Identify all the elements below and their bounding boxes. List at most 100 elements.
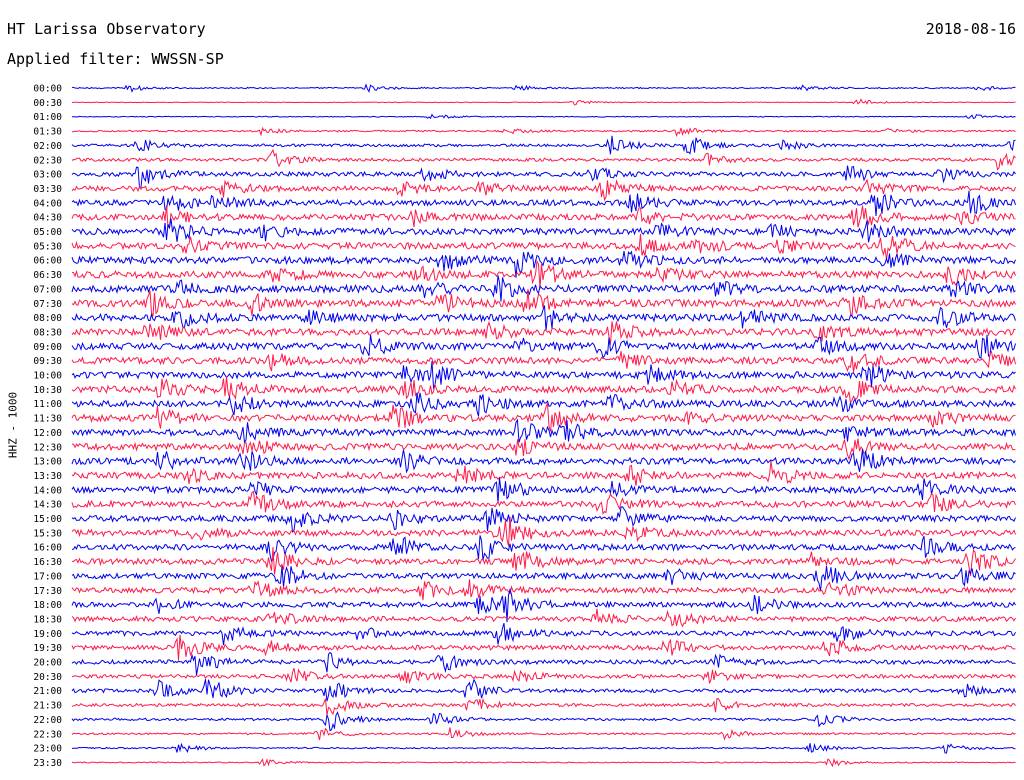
trace-1330 (71, 460, 1016, 486)
time-tick-label: 10:30 (33, 385, 62, 396)
trace-1100 (71, 392, 1016, 417)
trace-0330 (71, 178, 1016, 202)
time-tick-label: 20:30 (33, 672, 62, 683)
trace-1230 (71, 438, 1016, 461)
time-tick-label: 18:00 (33, 600, 62, 611)
time-tick-label: 01:30 (33, 127, 62, 138)
trace-0400 (71, 190, 1016, 216)
time-tick-label: 17:30 (33, 586, 62, 597)
time-tick-label: 10:00 (33, 371, 62, 382)
time-tick-label: 23:30 (33, 758, 62, 769)
time-tick-label: 04:30 (33, 213, 62, 224)
trace-1600 (71, 535, 1016, 563)
time-tick-label: 22:30 (33, 729, 62, 740)
trace-1930 (71, 634, 1016, 661)
time-tick-label: 13:00 (33, 457, 62, 468)
trace-0230 (71, 148, 1016, 171)
time-tick-label: 06:30 (33, 270, 62, 281)
trace-0030 (72, 98, 1016, 106)
time-tick-label: 08:30 (33, 327, 62, 338)
trace-0930 (71, 350, 1016, 373)
time-tick-label: 20:00 (33, 658, 62, 669)
trace-0900 (71, 334, 1016, 360)
time-tick-label: 11:30 (33, 414, 62, 425)
trace-2000 (71, 651, 1016, 676)
time-tick-label: 03:30 (33, 184, 62, 195)
time-tick-label: 06:00 (33, 256, 62, 267)
time-tick-label: 19:30 (33, 643, 62, 654)
trace-1700 (71, 565, 1016, 592)
trace-0730 (71, 289, 1016, 317)
trace-2300 (71, 742, 1016, 754)
time-tick-label: 09:00 (33, 342, 62, 353)
trace-1830 (71, 608, 1016, 628)
time-tick-label: 09:30 (33, 356, 62, 367)
trace-1430 (71, 490, 1016, 515)
time-tick-label: 17:00 (33, 571, 62, 582)
time-tick-label: 15:00 (33, 514, 62, 525)
time-tick-label: 16:30 (33, 557, 62, 568)
trace-1800 (71, 587, 1016, 623)
time-tick-label: 00:30 (33, 98, 62, 109)
trace-1000 (71, 361, 1016, 390)
trace-1030 (71, 376, 1016, 405)
trace-2100 (71, 678, 1016, 702)
time-tick-labels: 00:00 00:30 01:00 01:30 02:00 02:30 03:00 03:30… (33, 84, 62, 769)
trace-0700 (71, 275, 1016, 302)
time-tick-label: 21:30 (33, 701, 62, 712)
trace-0800 (71, 305, 1016, 331)
time-tick-label: 14:00 (33, 485, 62, 496)
time-tick-label: 18:30 (33, 614, 62, 625)
trace-2230 (71, 727, 1016, 741)
trace-1200 (71, 418, 1016, 445)
station-title: HT Larissa Observatory (7, 20, 206, 38)
trace-1530 (71, 516, 1016, 547)
time-tick-label: 21:00 (33, 686, 62, 697)
time-tick-label: 14:30 (33, 500, 62, 511)
time-tick-label: 12:30 (33, 442, 62, 453)
trace-1400 (71, 477, 1016, 504)
trace-2130 (71, 697, 1016, 716)
trace-0130 (71, 126, 1016, 138)
time-tick-label: 01:00 (33, 112, 62, 123)
time-tick-label: 02:00 (33, 141, 62, 152)
trace-0600 (71, 250, 1016, 278)
time-tick-label: 03:00 (33, 170, 62, 181)
time-tick-label: 02:30 (33, 155, 62, 166)
time-tick-label: 07:30 (33, 299, 62, 310)
trace-0100 (71, 113, 1016, 120)
trace-0500 (71, 218, 1016, 243)
time-tick-label: 16:00 (33, 543, 62, 554)
trace-1630 (71, 547, 1016, 577)
trace-0430 (71, 205, 1016, 229)
trace-group (71, 83, 1016, 768)
trace-1730 (71, 579, 1016, 601)
trace-0000 (72, 83, 1016, 93)
time-tick-label: 07:00 (33, 284, 62, 295)
time-tick-label: 23:00 (33, 744, 62, 755)
time-tick-label: 04:00 (33, 198, 62, 209)
trace-0830 (71, 320, 1016, 345)
time-tick-label: 11:00 (33, 399, 62, 410)
record-date: 2018-08-16 (925, 20, 1016, 38)
trace-0200 (71, 135, 1016, 155)
time-tick-label: 12:00 (33, 428, 62, 439)
trace-2030 (71, 667, 1016, 685)
time-tick-label: 15:30 (33, 528, 62, 539)
trace-1130 (71, 402, 1016, 432)
time-tick-label: 19:00 (33, 629, 62, 640)
time-tick-label: 08:00 (33, 313, 62, 324)
trace-1300 (71, 449, 1016, 474)
time-tick-label: 22:00 (33, 715, 62, 726)
time-tick-label: 00:00 (33, 84, 62, 95)
trace-2330 (71, 757, 1016, 768)
trace-2200 (71, 711, 1016, 732)
trace-1500 (71, 506, 1016, 533)
time-tick-label: 05:00 (33, 227, 62, 238)
time-tick-label: 13:30 (33, 471, 62, 482)
filter-label: Applied filter: WWSSN-SP (7, 50, 224, 68)
trace-0300 (71, 165, 1016, 189)
trace-0530 (71, 233, 1016, 260)
trace-0630 (71, 259, 1016, 289)
